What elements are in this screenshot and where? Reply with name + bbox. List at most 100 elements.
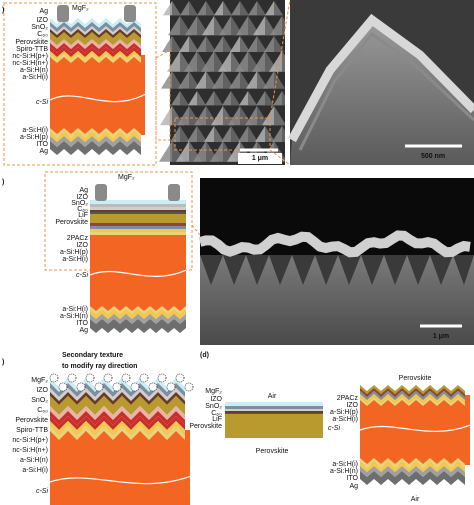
- label: nc-Si:H(p+): [12, 437, 48, 444]
- label: Ag: [79, 327, 88, 334]
- layer: [50, 32, 141, 46]
- artwork: [3, 0, 474, 505]
- connector: [269, 149, 291, 166]
- layer: [360, 471, 465, 485]
- label: 2PACz: [67, 235, 89, 242]
- pyramid-shade: [240, 71, 251, 89]
- label: nc-Si:H(n+): [12, 60, 48, 67]
- contact: [124, 5, 136, 22]
- label: IZO: [36, 17, 48, 24]
- label: ): [2, 359, 4, 366]
- wafer: [50, 55, 145, 135]
- label: ): [2, 7, 4, 14]
- secondary-texture: [166, 382, 176, 392]
- layer: [50, 39, 141, 49]
- pyramid-shade: [265, 91, 274, 106]
- label: c-Si: [36, 99, 49, 106]
- label: a-Si:H(n): [330, 468, 358, 475]
- pyramid-shade: [223, 106, 235, 126]
- layer: [360, 394, 465, 403]
- wafer-wave: [89, 269, 187, 277]
- layer: [360, 462, 465, 472]
- pyramid-body: [290, 20, 474, 165]
- pyramid-shade: [214, 126, 224, 142]
- layer: [360, 397, 465, 406]
- layer: [90, 310, 186, 319]
- wafer-wave: [49, 93, 146, 103]
- pyramid-shade: [180, 91, 189, 106]
- layer: [360, 385, 465, 394]
- label: ITO: [76, 320, 88, 327]
- secondary-texture: [157, 373, 167, 383]
- layer: [90, 210, 186, 212]
- label: a-Si:H(i): [62, 306, 88, 313]
- label: SnO₂: [205, 403, 222, 410]
- label: C₆₀: [37, 407, 48, 414]
- pyramid-shade: [180, 126, 190, 142]
- layer: [90, 232, 186, 235]
- label: MgF₂: [31, 377, 48, 384]
- label: a-Si:H(p): [20, 134, 48, 141]
- secondary-texture: [67, 373, 77, 383]
- label: C₆₀: [211, 410, 222, 417]
- layer: [50, 421, 185, 435]
- layer: [90, 200, 186, 204]
- label: c-Si: [328, 425, 341, 432]
- label: Perovskite: [15, 417, 48, 424]
- pyramid-shade: [214, 91, 223, 106]
- pyramid-shade: [257, 71, 268, 89]
- label: a-Si:H(p): [330, 409, 358, 416]
- layer: [90, 204, 186, 207]
- pyramid-shade: [257, 36, 267, 52]
- label: SnO₂: [31, 24, 48, 31]
- label: a-Si:H(p): [60, 249, 88, 256]
- layer: [360, 458, 465, 468]
- label: Secondary texture: [62, 352, 123, 359]
- contact: [168, 184, 180, 201]
- label: IZO: [346, 402, 358, 409]
- label: LiF: [212, 416, 222, 423]
- pyramid-shade: [274, 106, 286, 126]
- pyramid-shade: [240, 1, 249, 16]
- connector: [155, 49, 171, 141]
- layer: [90, 226, 186, 229]
- label: a-Si:H(i): [62, 256, 88, 263]
- layer: [50, 47, 141, 57]
- label: c-Si: [36, 488, 49, 495]
- layer: [50, 54, 141, 63]
- secondary-texture: [76, 382, 86, 392]
- layer: [50, 388, 185, 401]
- layer: [90, 306, 186, 315]
- layer: [50, 392, 185, 405]
- layer: [90, 223, 186, 226]
- layer: [50, 136, 141, 147]
- label: MgF₂: [205, 388, 222, 395]
- contact: [57, 5, 69, 22]
- pyramid-shade: [197, 91, 206, 106]
- label: C₆₀: [37, 31, 48, 38]
- pyramid-shade: [197, 126, 207, 142]
- label: c-Si: [76, 272, 89, 279]
- sem-clip: [285, 0, 290, 165]
- label: MgF₂: [72, 5, 89, 12]
- layer: [225, 414, 323, 438]
- label: Ag: [349, 483, 358, 490]
- layer: [225, 402, 323, 406]
- secondary-texture: [58, 382, 68, 392]
- layer: [360, 388, 465, 397]
- label: a-Si:H(i): [332, 416, 358, 423]
- label: Perovskite: [256, 448, 289, 455]
- label: (d): [200, 352, 209, 359]
- layer: [90, 229, 186, 232]
- layer: [90, 212, 186, 214]
- zoom-box: [174, 117, 271, 151]
- layer: [90, 319, 186, 333]
- pyramid-shade: [231, 91, 240, 106]
- scale-bg: [238, 153, 282, 164]
- label: nc-Si:H(n+): [12, 447, 48, 454]
- label: Ag: [39, 148, 48, 155]
- layer: [90, 214, 186, 223]
- secondary-texture: [121, 373, 131, 383]
- connector: [191, 224, 201, 236]
- label: Spiro-TTB: [16, 46, 48, 53]
